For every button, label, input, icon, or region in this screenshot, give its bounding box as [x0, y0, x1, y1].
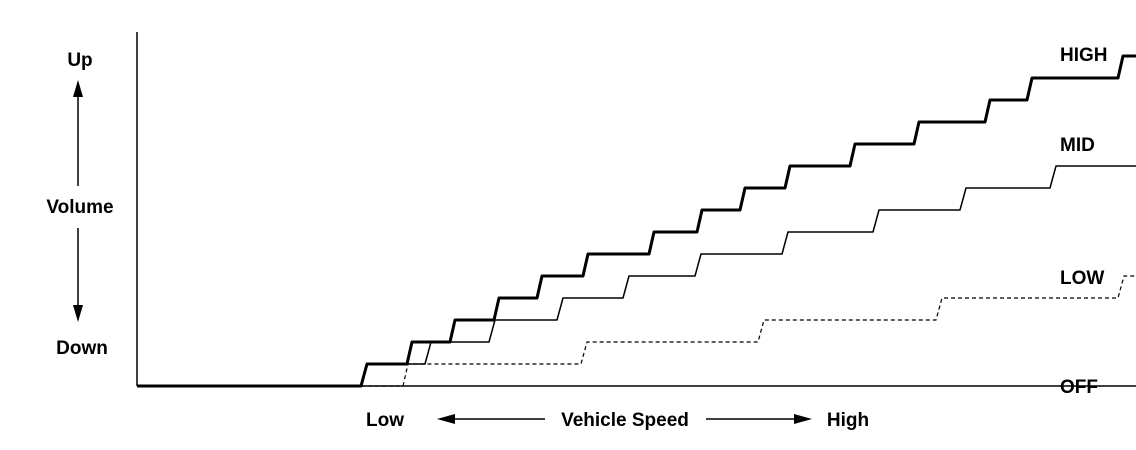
series-label-high: HIGH: [1060, 45, 1108, 66]
y-down-label: Down: [56, 338, 108, 359]
series-layer: [137, 54, 1136, 388]
series-label-low: LOW: [1060, 268, 1104, 289]
x-high-label: High: [827, 410, 869, 431]
y-axis-double-arrow: [73, 80, 83, 322]
series-label-mid: MID: [1060, 135, 1095, 156]
x-axis-left-arrow: [437, 414, 545, 424]
x-low-label: Low: [366, 410, 404, 431]
y-axis-title: Volume: [46, 197, 113, 218]
series-line-mid: [137, 165, 1136, 387]
y-up-label: Up: [67, 50, 92, 71]
series-line-low: [137, 275, 1136, 387]
series-line-high: [137, 54, 1136, 388]
x-axis-right-arrow: [706, 414, 812, 424]
x-axis-title: Vehicle Speed: [561, 410, 689, 431]
series-label-off: OFF: [1060, 377, 1098, 398]
